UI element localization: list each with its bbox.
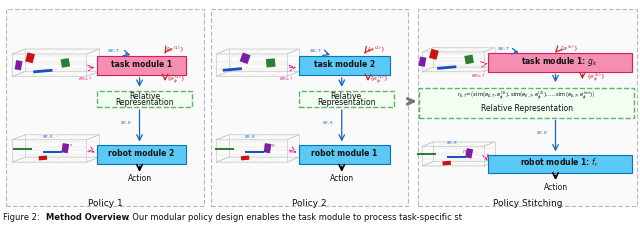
Polygon shape — [60, 58, 70, 68]
Text: robot module 1: $f_r$: robot module 1: $f_r$ — [520, 156, 599, 169]
Text: Representation: Representation — [317, 98, 376, 107]
Text: $e_{Ro,T}$: $e_{Ro,T}$ — [77, 76, 93, 83]
Text: robot module 2: robot module 2 — [108, 149, 175, 158]
Text: $\{a^{(k)}\}$: $\{a^{(k)}\}$ — [559, 43, 578, 53]
Text: $s_{R,R}$: $s_{R,R}$ — [323, 120, 334, 127]
Bar — [97, 56, 186, 75]
Text: $e_{Ro,T}$: $e_{Ro,T}$ — [278, 76, 294, 83]
Polygon shape — [223, 67, 242, 72]
Polygon shape — [241, 155, 250, 161]
Polygon shape — [429, 49, 439, 60]
Text: $r_{Ro,R}$: $r_{Ro,R}$ — [462, 147, 475, 156]
Text: Relative Representation: Relative Representation — [481, 104, 573, 113]
Bar — [299, 56, 390, 75]
Text: robot module 1: robot module 1 — [311, 149, 378, 158]
Polygon shape — [417, 153, 436, 155]
Text: $s_{R,R}$: $s_{R,R}$ — [536, 130, 548, 137]
Bar — [488, 53, 632, 72]
Text: Action: Action — [330, 175, 354, 183]
Polygon shape — [447, 156, 466, 158]
Polygon shape — [13, 148, 32, 150]
Text: $\{e_{\phi}^{(1)}\}$: $\{e_{\phi}^{(1)}\}$ — [166, 74, 186, 86]
Text: $\{a^{(1)}\}$: $\{a^{(1)}\}$ — [165, 45, 184, 54]
Text: $s_{R,R}$: $s_{R,R}$ — [42, 134, 54, 140]
Text: Policy Stitching: Policy Stitching — [493, 199, 562, 208]
Text: Relative: Relative — [129, 92, 160, 101]
Polygon shape — [239, 52, 251, 64]
Polygon shape — [266, 58, 276, 68]
Text: $s_{R,R}$: $s_{R,R}$ — [244, 134, 256, 140]
Text: $s_{E,T}$: $s_{E,T}$ — [497, 46, 510, 53]
Polygon shape — [43, 151, 62, 153]
Bar — [97, 91, 192, 107]
Polygon shape — [61, 143, 69, 153]
Polygon shape — [245, 151, 264, 153]
Polygon shape — [15, 60, 22, 70]
Text: $s_{R,R}$: $s_{R,R}$ — [120, 120, 132, 127]
Text: $\{a^{(2)}\}$: $\{a^{(2)}\}$ — [366, 45, 385, 54]
Polygon shape — [38, 155, 47, 161]
Polygon shape — [25, 52, 35, 63]
Bar — [299, 145, 390, 164]
Text: Figure 2:: Figure 2: — [3, 213, 42, 222]
Bar — [299, 91, 394, 107]
Polygon shape — [442, 161, 451, 166]
Text: Policy 1: Policy 1 — [88, 199, 122, 208]
Polygon shape — [464, 55, 474, 64]
Polygon shape — [215, 148, 234, 150]
Text: Relative: Relative — [331, 92, 362, 101]
Polygon shape — [33, 69, 52, 73]
Text: Representation: Representation — [115, 98, 174, 107]
Text: task module 1: task module 1 — [111, 60, 172, 69]
Bar — [418, 9, 637, 206]
Text: $e_{Ro,T}$: $e_{Ro,T}$ — [470, 72, 486, 79]
Bar — [211, 9, 408, 206]
Bar — [97, 145, 186, 164]
Text: Action: Action — [543, 183, 568, 192]
Text: . Our modular policy design enables the task module to process task-specific st: . Our modular policy design enables the … — [127, 213, 461, 222]
Text: $r_{Ro,T}$: $r_{Ro,T}$ — [61, 142, 74, 150]
Polygon shape — [465, 148, 473, 158]
Text: task module 2: task module 2 — [314, 60, 375, 69]
Text: $s_{E,T}$: $s_{E,T}$ — [108, 48, 120, 55]
Text: $\{e_{\phi}^{(1)}\}$: $\{e_{\phi}^{(1)}\}$ — [369, 74, 388, 86]
Text: task module 1: $g_k$: task module 1: $g_k$ — [522, 55, 598, 68]
Text: $s_{E,T}$: $s_{E,T}$ — [309, 48, 322, 55]
Polygon shape — [264, 143, 271, 153]
Bar — [6, 9, 204, 206]
Text: $r_{E,T}\!=\!\left(\mathrm{sim}(e_{E,T},e_\phi^{(1)}),\mathrm{sim}(e_{E,T},e_\ph: $r_{E,T}\!=\!\left(\mathrm{sim}(e_{E,T},… — [458, 88, 596, 102]
Bar — [488, 155, 632, 173]
Polygon shape — [419, 57, 426, 67]
Bar — [419, 88, 634, 118]
Text: Policy 2: Policy 2 — [292, 199, 327, 208]
Text: Action: Action — [127, 175, 152, 183]
Text: $\{e_{\phi}^{(k)}\}$: $\{e_{\phi}^{(k)}\}$ — [586, 72, 605, 84]
Text: $r_{Ro,R}$: $r_{Ro,R}$ — [263, 142, 276, 150]
Text: $s_{R,R}$: $s_{R,R}$ — [446, 140, 458, 147]
Text: Method Overview: Method Overview — [46, 213, 129, 222]
Polygon shape — [437, 65, 456, 70]
